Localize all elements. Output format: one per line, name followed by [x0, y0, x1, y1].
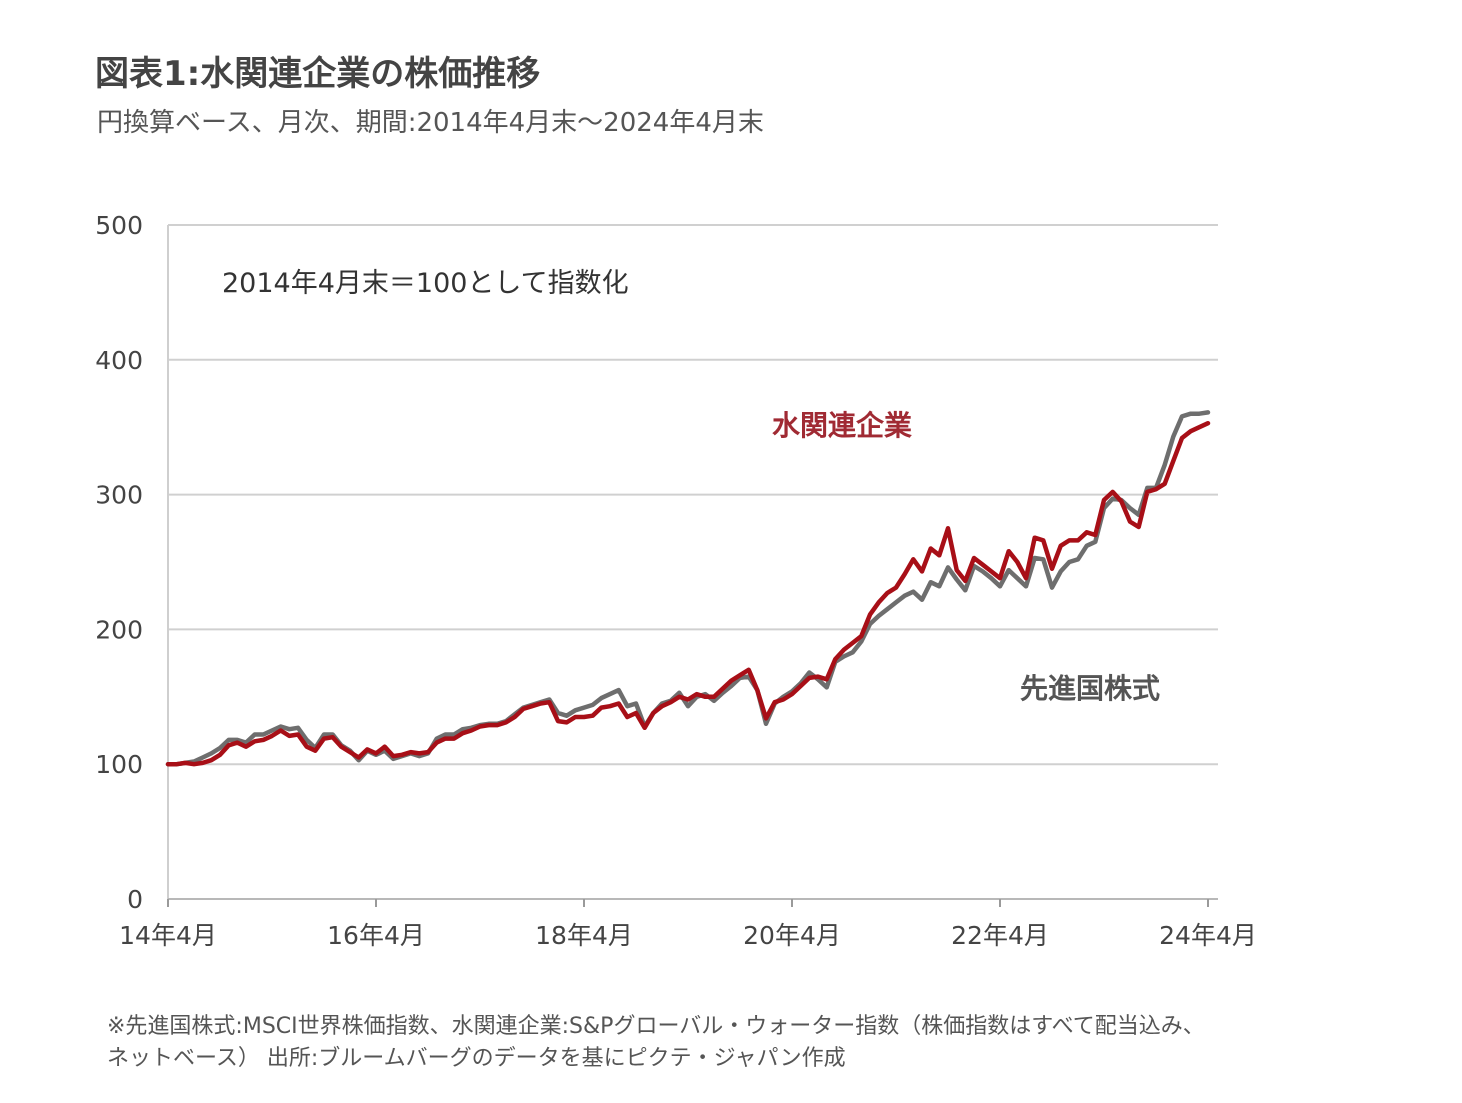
- chart-title: 図表1:水関連企業の株価推移: [95, 54, 541, 94]
- series-line-1: [165, 420, 1211, 767]
- x-tick-label: 18年4月: [535, 921, 633, 950]
- x-tick-label: 20年4月: [743, 921, 841, 950]
- series-label-water: 水関連企業: [772, 409, 912, 442]
- chart-annotation: 2014年4月末＝100として指数化: [222, 268, 629, 299]
- y-tick-label: 300: [95, 481, 143, 510]
- x-tick-label: 16年4月: [327, 921, 425, 950]
- y-tick-label: 100: [95, 750, 143, 779]
- footnote-line-2: ネットベース） 出所:ブルームバーグのデータを基にピクテ・ジャパン作成: [107, 1046, 846, 1071]
- series-label-developed: 先進国株式: [1020, 672, 1160, 705]
- chart-subtitle: 円換算ベース、月次、期間:2014年4月末～2024年4月末: [97, 108, 764, 138]
- y-tick-label: 0: [127, 885, 143, 914]
- series-line-0: [165, 410, 1211, 767]
- y-tick-label: 200: [95, 615, 143, 644]
- y-tick-label: 400: [95, 346, 143, 375]
- footnote-line-1: ※先進国株式:MSCI世界株価指数、水関連企業:S&Pグローバル・ウォーター指数…: [107, 1014, 1205, 1039]
- x-tick-label: 22年4月: [951, 921, 1049, 950]
- line-chart: 0 100 200 300 400 500 14年4月 16年4月 18年4月 20年4月 22年4…: [95, 211, 1257, 950]
- x-tick-label: 14年4月: [119, 921, 217, 950]
- y-tick-label: 500: [95, 211, 143, 240]
- x-tick-label: 24年4月: [1159, 921, 1257, 950]
